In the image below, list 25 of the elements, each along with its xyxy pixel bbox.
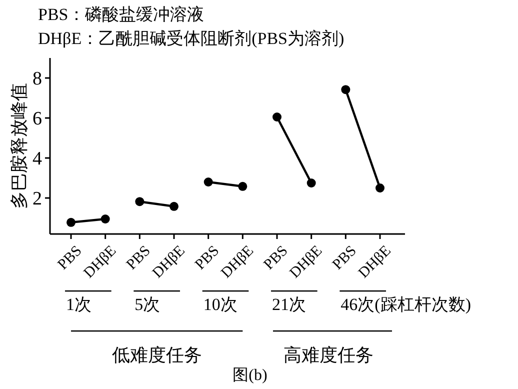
text: 图(b) <box>232 367 268 384</box>
text: 5次 <box>134 295 160 314</box>
y-tick-label: 4 <box>32 148 42 170</box>
point <box>376 184 384 192</box>
point <box>100 214 110 224</box>
point <box>341 85 350 94</box>
text: 10次 <box>203 295 238 314</box>
text: 高难度任务 <box>284 345 374 365</box>
y-tick-label: 2 <box>32 188 42 210</box>
text: 低难度任务 <box>112 345 202 365</box>
text: 46次(踩杠杆次数) <box>340 295 471 314</box>
point <box>170 202 178 211</box>
text: 21次 <box>272 295 306 314</box>
point <box>204 178 213 186</box>
point <box>66 218 76 227</box>
point <box>272 112 282 122</box>
y-tick-label: 6 <box>32 108 42 130</box>
point <box>135 197 144 206</box>
text: 1次 <box>66 295 92 314</box>
point <box>306 178 316 188</box>
y-tick-label: 8 <box>32 68 42 90</box>
y-axis-title: 多巴胺释放峰值 <box>9 83 29 209</box>
text: DHβE：乙酰胆碱受体阻断剂(PBS为溶剂) <box>38 29 344 48</box>
point <box>238 182 248 191</box>
text: PBS：磷酸盐缓冲溶液 <box>38 5 204 24</box>
